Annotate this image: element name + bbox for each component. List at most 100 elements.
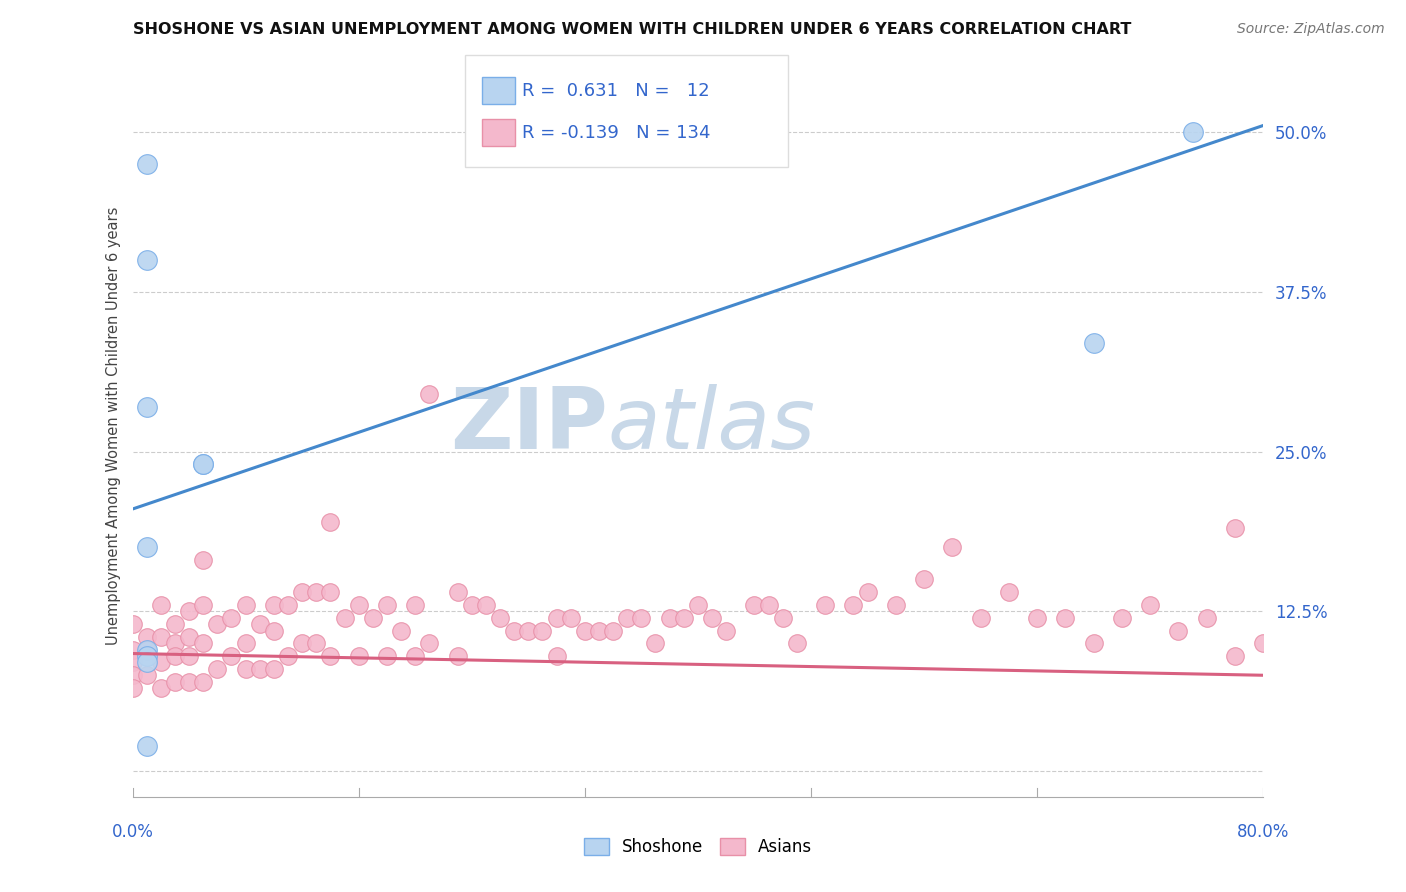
- Point: [1083, 335, 1105, 350]
- Point: [193, 598, 215, 612]
- Point: [361, 611, 384, 625]
- Point: [135, 252, 157, 267]
- Point: [177, 630, 200, 644]
- Point: [644, 636, 666, 650]
- Point: [1181, 125, 1204, 139]
- Point: [263, 662, 285, 676]
- Point: [193, 458, 215, 472]
- Point: [291, 585, 314, 599]
- Point: [744, 598, 766, 612]
- Text: atlas: atlas: [607, 384, 815, 467]
- Point: [1111, 611, 1133, 625]
- Point: [560, 611, 582, 625]
- Point: [758, 598, 780, 612]
- Point: [856, 585, 879, 599]
- Point: [135, 157, 157, 171]
- Point: [418, 636, 440, 650]
- Point: [1026, 611, 1049, 625]
- Point: [135, 739, 157, 753]
- Point: [163, 636, 186, 650]
- Point: [305, 585, 328, 599]
- Text: 80.0%: 80.0%: [1237, 822, 1289, 841]
- Point: [319, 585, 342, 599]
- Point: [263, 624, 285, 638]
- Point: [475, 598, 498, 612]
- Point: [1253, 636, 1275, 650]
- Point: [319, 515, 342, 529]
- Point: [163, 674, 186, 689]
- Y-axis label: Unemployment Among Women with Children Under 6 years: Unemployment Among Women with Children U…: [107, 207, 121, 645]
- Point: [149, 630, 172, 644]
- Point: [998, 585, 1021, 599]
- Point: [163, 649, 186, 664]
- Point: [1195, 611, 1218, 625]
- Point: [588, 624, 610, 638]
- Point: [375, 598, 398, 612]
- Point: [135, 400, 157, 414]
- Point: [389, 624, 412, 638]
- Text: ZIP: ZIP: [450, 384, 607, 467]
- Point: [249, 617, 271, 632]
- Point: [177, 604, 200, 618]
- Point: [630, 611, 652, 625]
- Point: [135, 541, 157, 555]
- Point: [546, 611, 568, 625]
- Point: [1167, 624, 1189, 638]
- Point: [700, 611, 723, 625]
- Point: [235, 662, 257, 676]
- Text: Source: ZipAtlas.com: Source: ZipAtlas.com: [1237, 22, 1385, 37]
- Point: [531, 624, 554, 638]
- Point: [1223, 521, 1246, 535]
- Point: [884, 598, 907, 612]
- Point: [546, 649, 568, 664]
- Point: [1054, 611, 1077, 625]
- Point: [1139, 598, 1161, 612]
- Point: [207, 617, 229, 632]
- Point: [263, 598, 285, 612]
- Point: [1223, 649, 1246, 664]
- Point: [772, 611, 794, 625]
- Point: [149, 656, 172, 670]
- Point: [347, 598, 370, 612]
- Point: [193, 636, 215, 650]
- Point: [177, 674, 200, 689]
- Point: [616, 611, 638, 625]
- Point: [121, 681, 143, 695]
- Point: [193, 674, 215, 689]
- Point: [602, 624, 624, 638]
- Text: 0.0%: 0.0%: [111, 822, 153, 841]
- Point: [517, 624, 540, 638]
- Point: [121, 668, 143, 682]
- Point: [235, 598, 257, 612]
- Point: [574, 624, 596, 638]
- Point: [319, 649, 342, 664]
- Point: [347, 649, 370, 664]
- Point: [135, 649, 157, 664]
- Point: [503, 624, 526, 638]
- Point: [375, 649, 398, 664]
- Point: [193, 458, 215, 472]
- Point: [193, 553, 215, 567]
- Point: [658, 611, 681, 625]
- Point: [163, 617, 186, 632]
- Point: [277, 649, 299, 664]
- Point: [235, 636, 257, 650]
- Point: [842, 598, 865, 612]
- Point: [941, 541, 963, 555]
- Point: [177, 649, 200, 664]
- Point: [1083, 636, 1105, 650]
- Point: [149, 681, 172, 695]
- Point: [305, 636, 328, 650]
- Text: R =  0.631   N =   12: R = 0.631 N = 12: [523, 82, 710, 100]
- Point: [446, 649, 468, 664]
- Point: [249, 662, 271, 676]
- Point: [461, 598, 484, 612]
- Point: [135, 642, 157, 657]
- Point: [404, 649, 426, 664]
- Point: [404, 598, 426, 612]
- Point: [672, 611, 695, 625]
- Text: SHOSHONE VS ASIAN UNEMPLOYMENT AMONG WOMEN WITH CHILDREN UNDER 6 YEARS CORRELATI: SHOSHONE VS ASIAN UNEMPLOYMENT AMONG WOM…: [132, 22, 1130, 37]
- Point: [135, 656, 157, 670]
- Point: [418, 387, 440, 401]
- Point: [121, 656, 143, 670]
